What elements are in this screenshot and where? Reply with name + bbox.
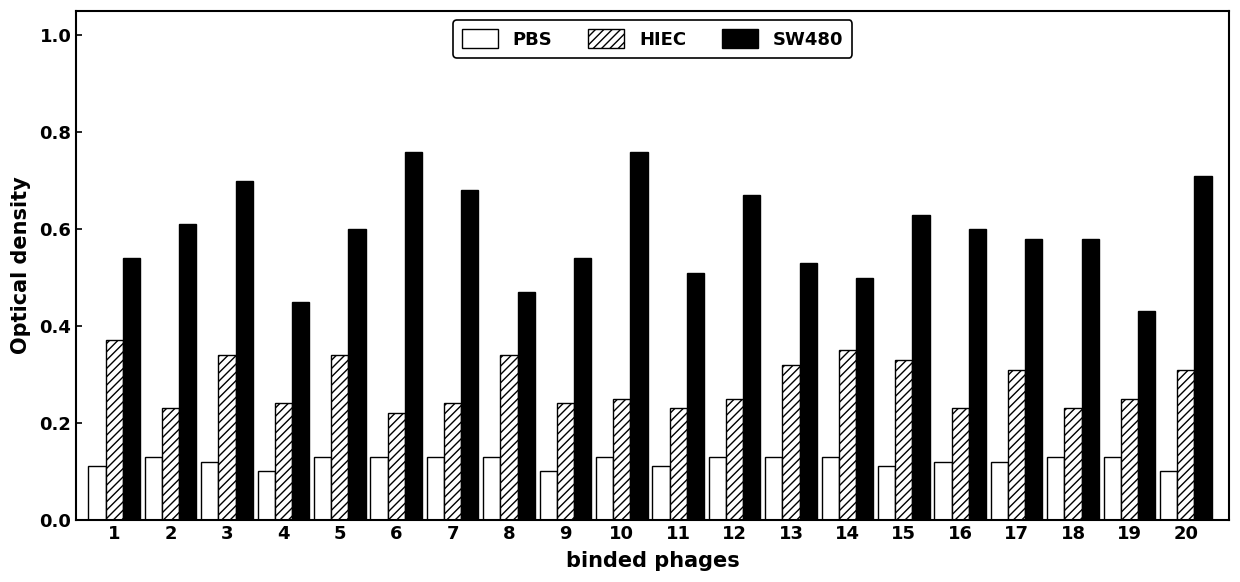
Bar xyxy=(1121,399,1138,520)
Bar xyxy=(275,403,293,520)
Bar xyxy=(878,466,895,520)
Bar xyxy=(444,403,461,520)
Bar xyxy=(1104,457,1121,520)
Bar xyxy=(765,457,782,520)
Bar xyxy=(1047,457,1064,520)
Bar xyxy=(162,409,180,520)
Bar xyxy=(1064,409,1081,520)
Bar xyxy=(123,258,140,520)
Bar xyxy=(856,278,873,520)
Bar xyxy=(517,292,534,520)
Bar xyxy=(404,151,422,520)
Bar xyxy=(1008,370,1025,520)
Bar xyxy=(1081,239,1099,520)
Bar xyxy=(652,466,670,520)
Bar xyxy=(743,195,760,520)
Bar xyxy=(88,466,105,520)
Bar xyxy=(201,462,218,520)
Bar xyxy=(687,273,704,520)
Bar xyxy=(371,457,388,520)
Bar xyxy=(1138,311,1156,520)
Bar xyxy=(105,340,123,520)
Bar xyxy=(895,360,913,520)
Bar xyxy=(838,350,856,520)
Bar xyxy=(630,151,647,520)
Bar xyxy=(709,457,725,520)
Bar xyxy=(800,263,817,520)
X-axis label: binded phages: binded phages xyxy=(565,551,739,571)
Bar xyxy=(484,457,501,520)
Bar xyxy=(1025,239,1043,520)
Bar xyxy=(822,457,838,520)
Y-axis label: Optical density: Optical density xyxy=(11,176,31,354)
Bar xyxy=(427,457,444,520)
Bar xyxy=(331,355,348,520)
Bar xyxy=(180,224,196,520)
Bar xyxy=(935,462,951,520)
Bar xyxy=(596,457,614,520)
Bar xyxy=(574,258,591,520)
Bar xyxy=(145,457,162,520)
Bar xyxy=(461,190,479,520)
Bar xyxy=(913,215,930,520)
Bar xyxy=(557,403,574,520)
Bar xyxy=(614,399,630,520)
Bar xyxy=(314,457,331,520)
Bar xyxy=(951,409,968,520)
Bar xyxy=(1177,370,1194,520)
Bar xyxy=(501,355,517,520)
Bar xyxy=(1159,471,1177,520)
Bar xyxy=(236,180,253,520)
Legend: PBS, HIEC, SW480: PBS, HIEC, SW480 xyxy=(453,20,852,58)
Bar xyxy=(968,229,986,520)
Bar xyxy=(258,471,275,520)
Bar xyxy=(991,462,1008,520)
Bar xyxy=(539,471,557,520)
Bar xyxy=(293,301,309,520)
Bar xyxy=(348,229,366,520)
Bar xyxy=(218,355,236,520)
Bar xyxy=(725,399,743,520)
Bar xyxy=(670,409,687,520)
Bar xyxy=(1194,176,1211,520)
Bar xyxy=(782,365,800,520)
Bar xyxy=(388,413,404,520)
